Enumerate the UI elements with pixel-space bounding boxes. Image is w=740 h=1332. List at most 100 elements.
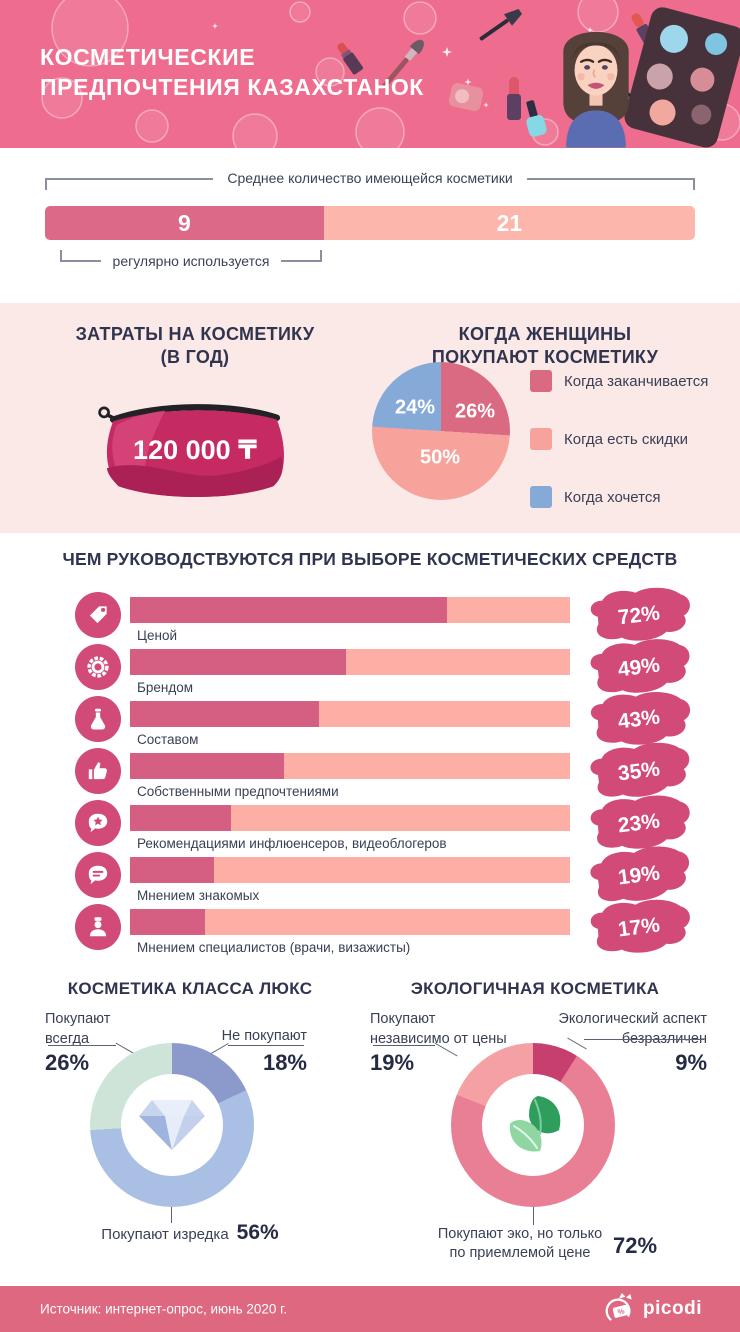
donut-charts-section: КОСМЕТИКА КЛАССА ЛЮКС Покупают всегда 26…: [0, 965, 740, 1286]
label-buy-always: Покупают всегда: [45, 1010, 110, 1049]
factor-label: Мнением знакомых: [137, 888, 260, 903]
spending-title: ЗАТРАТЫ НА КОСМЕТИКУ (В ГОД): [60, 323, 330, 370]
source-note: Источник: интернет-опрос, июнь 2020 г.: [40, 1301, 288, 1317]
factor-percent-badge: 35%: [583, 742, 695, 802]
pct-buy-regardless-price: 19%: [370, 1050, 415, 1075]
picodi-cat-icon: %: [605, 1292, 632, 1321]
when-buy-pie-chart: [372, 362, 510, 500]
factor-percent-badge: 49%: [583, 638, 695, 698]
yearly-amount: 120 000 ₸: [133, 435, 257, 465]
when-buy-title-line2: ПОКУПАЮТ КОСМЕТИКУ: [431, 347, 659, 368]
factor-row-brand: Брендом 49%: [0, 639, 740, 695]
pct-eco-indifferent: 9%: [675, 1050, 707, 1075]
factor-row-own-preferences: Собственными предпочтениями 35%: [0, 742, 740, 799]
makeup-brush-icon: [381, 39, 424, 89]
label-line: по приемлемой цене: [449, 1245, 591, 1261]
label-line: безразличен: [621, 1030, 707, 1047]
leader-line: [48, 1045, 116, 1046]
eco-donut-chart: [451, 1043, 615, 1207]
yearly-spending-block: ЗАТРАТЫ НА КОСМЕТИКУ (В ГОД) 120 000 ₸: [30, 323, 360, 506]
brand-badge-icon: [75, 644, 121, 690]
eco-cosmetics-block: ЭКОЛОГИЧНАЯ КОСМЕТИКА Покупают независим…: [370, 965, 720, 1286]
avg-cosmetics-section: Среднее количество имеющейся косметики 9…: [0, 148, 740, 303]
regularly-used-segment: 9: [45, 206, 324, 240]
pct-buy-always: 26%: [45, 1050, 90, 1075]
label-line: независимо от цены: [370, 1030, 507, 1047]
pie-value-runs-out: 26%: [454, 400, 496, 423]
eco-title: ЭКОЛОГИЧНАЯ КОСМЕТИКА: [410, 979, 660, 998]
compact-icon: [448, 83, 484, 111]
bar-track: [130, 649, 570, 675]
legend-label: Когда есть скидки: [564, 430, 688, 448]
owned-total-segment: 21: [323, 206, 695, 240]
choice-factors-chart: Ценой 72% Брендом 49%: [0, 587, 740, 955]
factor-row-influencers: Рекомендациями инфлюенсеров, видеоблогер…: [0, 795, 740, 851]
bar-fill: [130, 753, 284, 779]
label-line: Покупают эко, но только: [437, 1226, 603, 1242]
lipstick-icon: [337, 42, 364, 75]
legend-label: Когда хочется: [564, 488, 661, 506]
factor-label: Рекомендациями инфлюенсеров, видеоблогер…: [137, 836, 447, 851]
label-line: всегда: [45, 1030, 90, 1047]
factor-percent-badge: 19%: [583, 846, 695, 906]
label-buy-regardless-price: Покупают независимо от цены: [370, 1010, 507, 1049]
header-banner: КОСМЕТИЧЕСКИЕ ПРЕДПОЧТЕНИЯ КАЗАХСТАНОК: [0, 0, 740, 148]
eyeshadow-palette-icon: [624, 7, 740, 148]
owned-total-bracket: Среднее количество имеющейся косметики: [45, 170, 695, 198]
flask-icon: [75, 696, 121, 742]
factor-row-specialists: Мнением специалистов (врачи, визажисты) …: [0, 899, 740, 955]
page-title: КОСМЕТИЧЕСКИЕ ПРЕДПОЧТЕНИЯ КАЗАХСТАНОК: [40, 42, 424, 103]
factor-label: Собственными предпочтениями: [137, 784, 339, 799]
legend-swatch: [530, 370, 552, 392]
label-buy-sometimes: Покупают изредка 56%: [20, 1221, 360, 1245]
bar-fill: [130, 805, 232, 831]
leader-line: [171, 1207, 172, 1223]
bracket-line: [526, 178, 695, 190]
label-never-buy: Не покупают: [221, 1028, 307, 1044]
pie-value-discounts: 50%: [419, 446, 461, 469]
cosmetic-bag-icon: 120 000 ₸: [98, 403, 284, 497]
pie-legend: Когда заканчивается Когда есть скидки Ко…: [530, 370, 708, 508]
brand-logo: % picodi: [601, 1292, 702, 1326]
legend-item: Когда хочется: [530, 486, 708, 508]
regularly-used-bracket: регулярно используется: [60, 248, 323, 268]
factor-label: Ценой: [137, 628, 177, 643]
luxury-donut-chart: [90, 1043, 254, 1207]
when-buy-title: КОГДА ЖЕНЩИНЫ ПОКУПАЮТ КОСМЕТИКУ: [415, 323, 675, 370]
angled-brush-icon: [479, 8, 523, 41]
bracket-line: [45, 178, 214, 190]
when-buy-title-line1: КОГДА ЖЕНЩИНЫ: [458, 324, 632, 344]
lipstick-icon: [507, 77, 521, 120]
bar-fill: [130, 597, 447, 623]
nail-polish-icon: [526, 100, 547, 137]
choice-factors-title: ЧЕМ РУКОВОДСТВУЮТСЯ ПРИ ВЫБОРЕ КОСМЕТИЧЕ…: [62, 549, 678, 569]
regularly-used-label: регулярно используется: [112, 253, 270, 269]
svg-text:%: %: [617, 1306, 626, 1316]
factor-label: Брендом: [137, 680, 193, 695]
chat-bubble-icon: [75, 852, 121, 898]
factor-label: Мнением специалистов (врачи, визажисты): [137, 940, 411, 955]
owned-total-label: Среднее количество имеющейся косметики: [227, 170, 513, 186]
tag-icon: [75, 592, 121, 638]
bar-fill: [130, 909, 205, 935]
factor-percent-badge: 17%: [583, 898, 695, 958]
legend-swatch: [530, 486, 552, 508]
bracket-line: [60, 250, 101, 262]
regularly-used-value: 9: [178, 209, 191, 236]
bar-track: [130, 805, 570, 831]
pie-value-feel-like: 24%: [394, 396, 436, 419]
woman-avatar: [563, 31, 629, 148]
bar-fill: [130, 701, 320, 727]
page-title-line1: КОСМЕТИЧЕСКИЕ: [40, 44, 256, 70]
label-line: Покупают: [45, 1011, 111, 1027]
factor-row-composition: Составом 43%: [0, 692, 740, 747]
bar-fill: [130, 857, 214, 883]
label-line: Покупают: [370, 1011, 436, 1027]
factor-row-price: Ценой 72%: [0, 587, 740, 643]
bar-fill: [130, 649, 346, 675]
spending-title-line2: (В ГОД): [160, 347, 230, 368]
factor-label: Составом: [137, 732, 199, 747]
specialist-icon: [75, 904, 121, 950]
legend-item: Когда есть скидки: [530, 428, 708, 450]
